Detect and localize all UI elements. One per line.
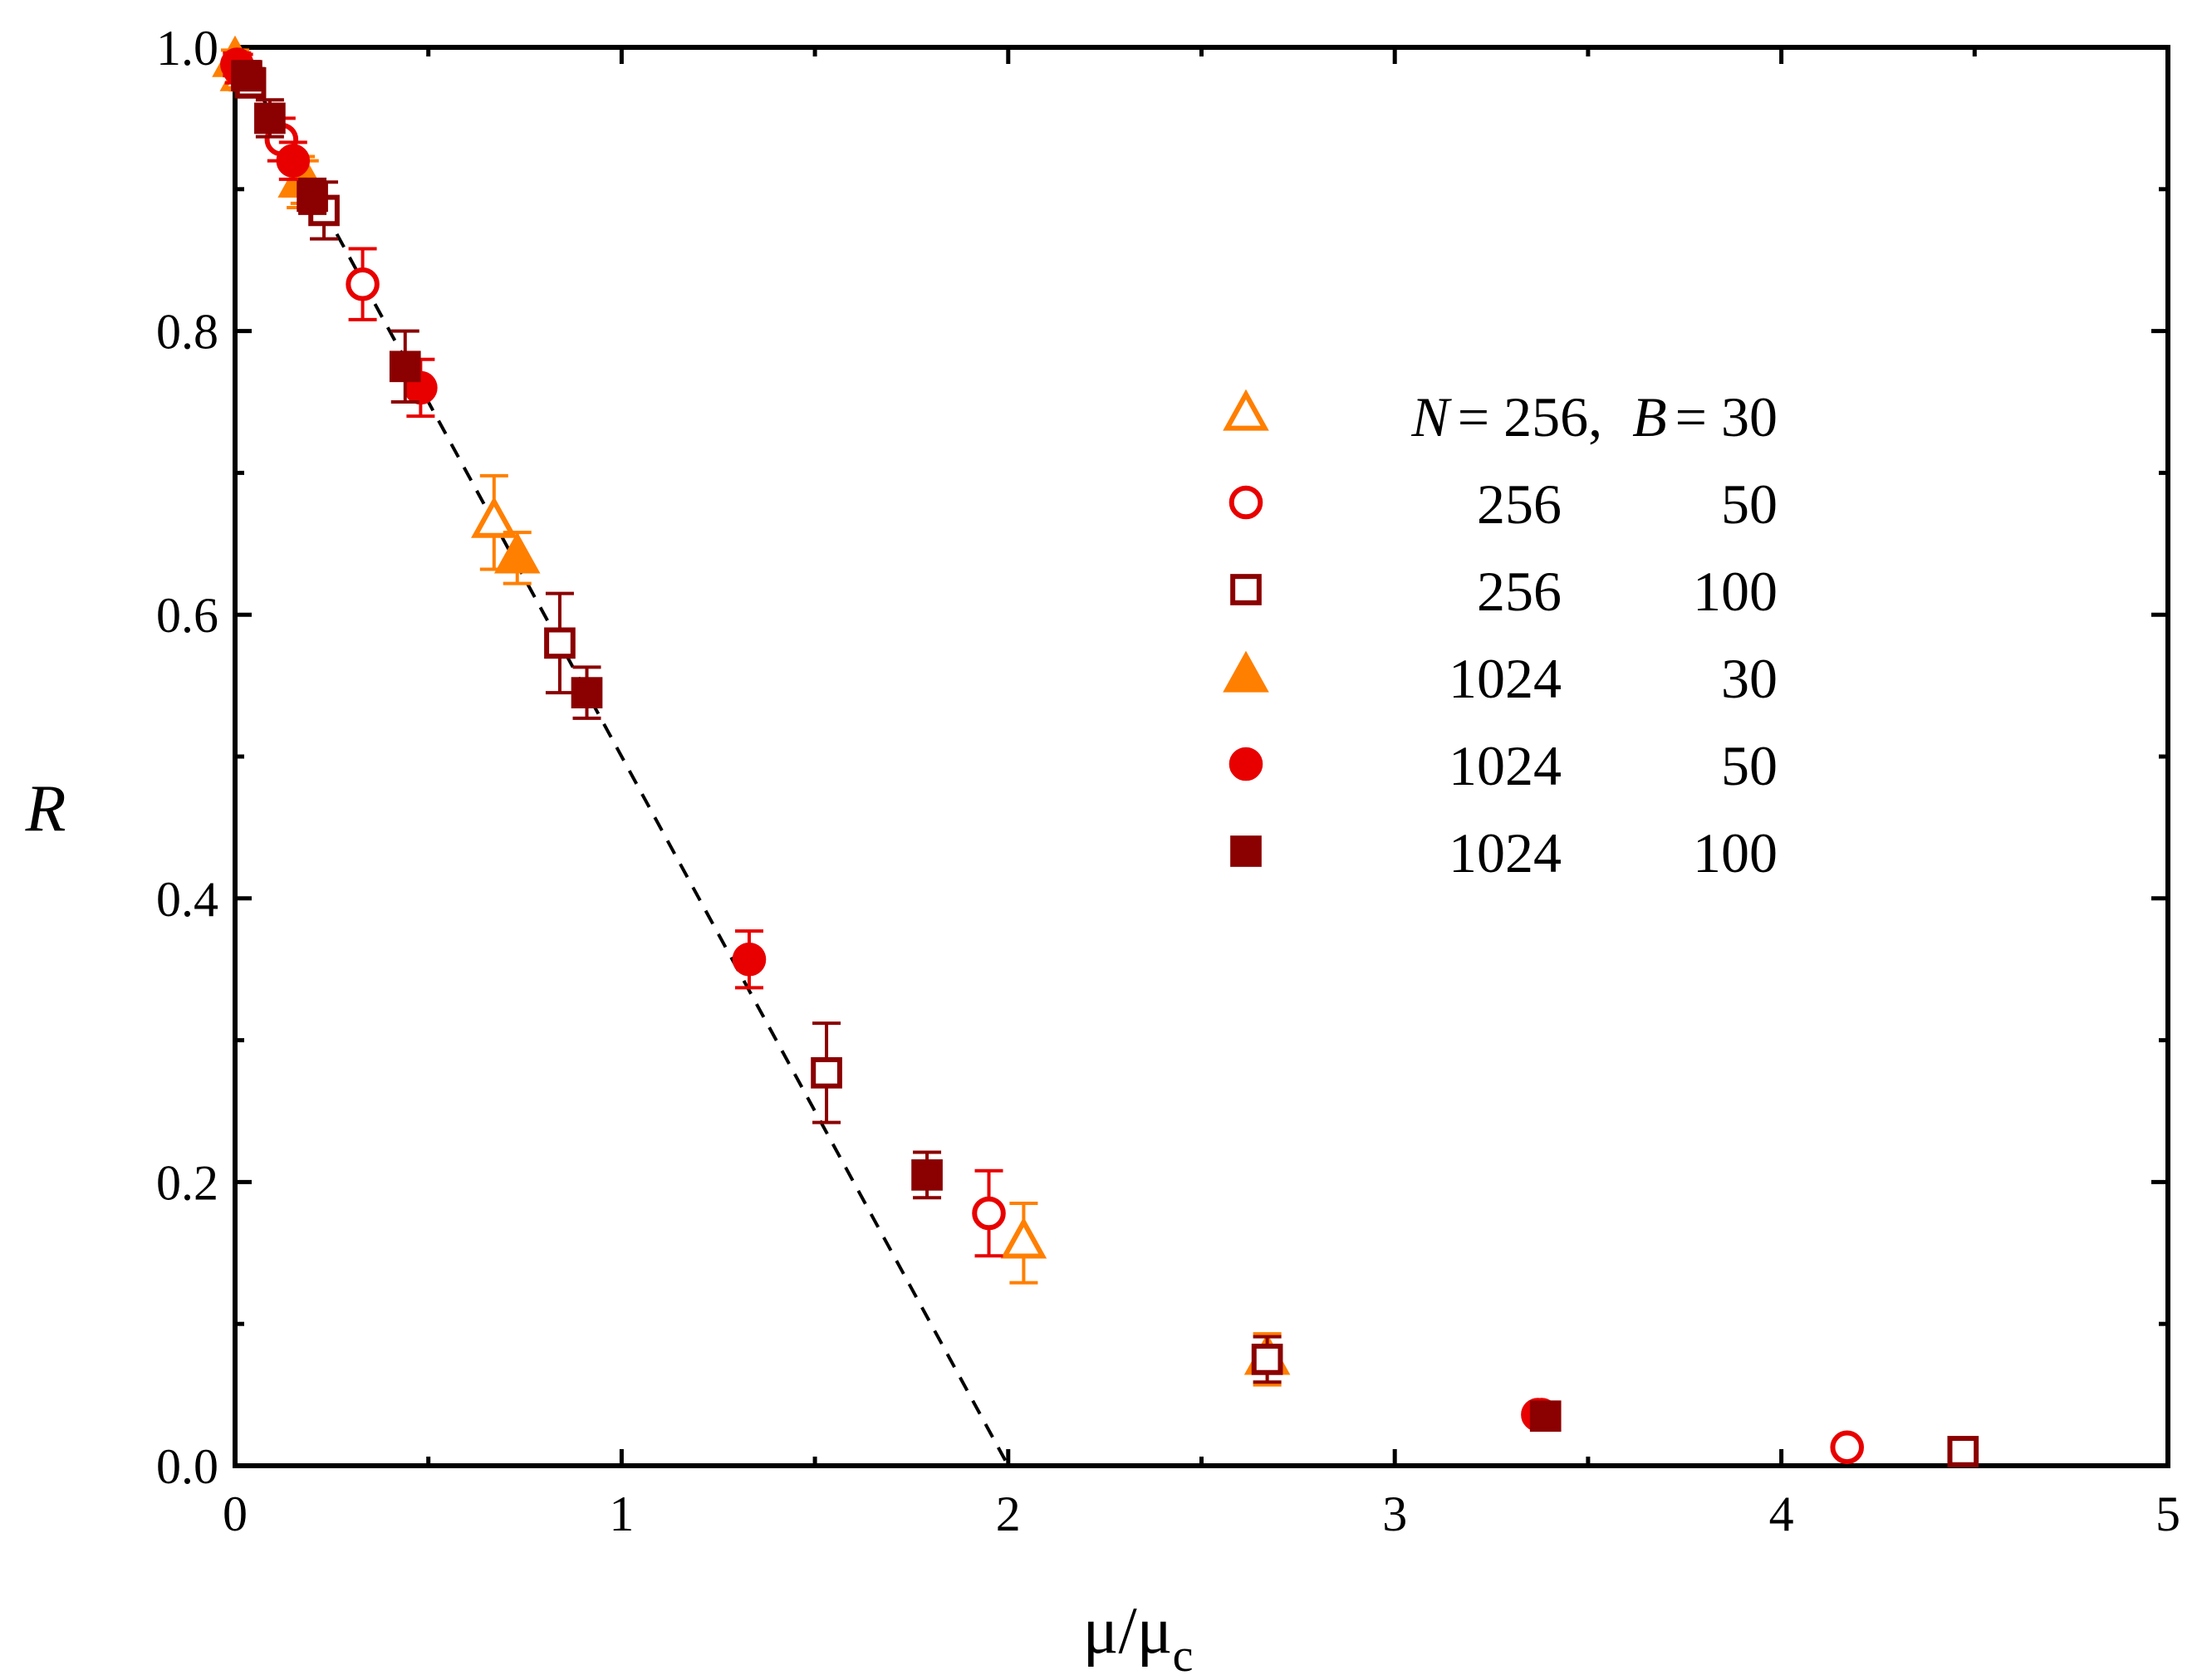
fit-line — [233, 47, 1010, 1467]
y-tick-label: 0.0 — [156, 1439, 218, 1494]
legend-marker — [1223, 650, 1269, 693]
legend-row-1-n: 256 — [1477, 473, 1562, 536]
tick-labels: 0 1 2 3 4 5 0.0 0.2 0.4 0.6 0.8 1.0 — [156, 21, 2180, 1541]
data-point — [389, 350, 421, 383]
legend-row-3-n: 1024 — [1449, 647, 1562, 710]
data-point — [544, 627, 576, 659]
data-point — [471, 496, 517, 538]
plot-frame — [233, 45, 2170, 1468]
legend-row-2-n: 256 — [1477, 560, 1562, 623]
series-5 — [220, 47, 1555, 1432]
series-1 — [219, 49, 1291, 1387]
legend-row-4-b: 50 — [1721, 734, 1778, 797]
legend-header: N = 256, B = 30 — [1410, 385, 1778, 448]
legend-header-eq1: = 256, — [1458, 385, 1602, 448]
y-tick-label: 0.8 — [156, 305, 218, 360]
legend-row-2-b: 100 — [1693, 560, 1778, 623]
legend-marker — [1230, 835, 1262, 867]
y-axis-title: R — [25, 772, 66, 845]
data-point — [231, 60, 262, 91]
y-tick-label: 0.6 — [156, 588, 218, 643]
data-point — [911, 1159, 943, 1191]
data-point — [732, 942, 767, 977]
data-point — [1947, 1436, 1979, 1467]
series-3 — [234, 66, 1979, 1467]
x-axis-title-subscript: c — [1173, 1630, 1194, 1680]
data-point — [493, 531, 541, 574]
x-tick-label: 4 — [1769, 1487, 1794, 1541]
legend-marker — [1223, 389, 1269, 431]
fit-line-group — [233, 47, 1010, 1467]
series-group — [212, 35, 1979, 1467]
axis-ticks — [233, 45, 2170, 1468]
x-tick-label: 1 — [609, 1487, 634, 1541]
data-point — [297, 180, 328, 213]
legend-marker — [1228, 747, 1263, 781]
data-point — [972, 1196, 1006, 1231]
data-point — [811, 1057, 842, 1089]
legend-row-5-b: 100 — [1693, 821, 1778, 884]
legend-marker — [1228, 485, 1263, 520]
x-tick-label: 3 — [1382, 1487, 1407, 1541]
legend-row-5-n: 1024 — [1449, 821, 1562, 884]
data-point — [346, 267, 380, 301]
legend: N = 256, B = 30 256 50 256 100 1024 30 1024… — [1223, 385, 1778, 884]
legend-header-b: B — [1632, 385, 1667, 448]
x-tick-label: 2 — [996, 1487, 1021, 1541]
legend-header-eq2: = 30 — [1675, 385, 1778, 448]
legend-row-1-b: 50 — [1721, 473, 1778, 536]
data-point — [1830, 1430, 1864, 1465]
data-point — [254, 102, 286, 135]
data-point — [1251, 1344, 1283, 1375]
x-axis-title: μ/μc — [1083, 1594, 1194, 1680]
data-point — [1529, 1400, 1562, 1433]
data-point — [1000, 1217, 1047, 1259]
series-6 — [231, 60, 1562, 1433]
x-tick-label: 5 — [2155, 1487, 2180, 1541]
y-tick-label: 1.0 — [156, 21, 218, 76]
legend-header-n: N — [1410, 385, 1452, 448]
data-point — [571, 677, 603, 708]
series-2 — [222, 51, 1864, 1465]
y-tick-label: 0.4 — [156, 872, 218, 927]
y-tick-label: 0.2 — [156, 1155, 218, 1210]
x-tick-label: 0 — [223, 1487, 248, 1541]
legend-markers — [1223, 389, 1269, 867]
data-point — [276, 144, 311, 178]
legend-row-4-n: 1024 — [1449, 734, 1562, 797]
legend-marker — [1230, 574, 1262, 605]
legend-row-3-b: 30 — [1721, 647, 1778, 710]
